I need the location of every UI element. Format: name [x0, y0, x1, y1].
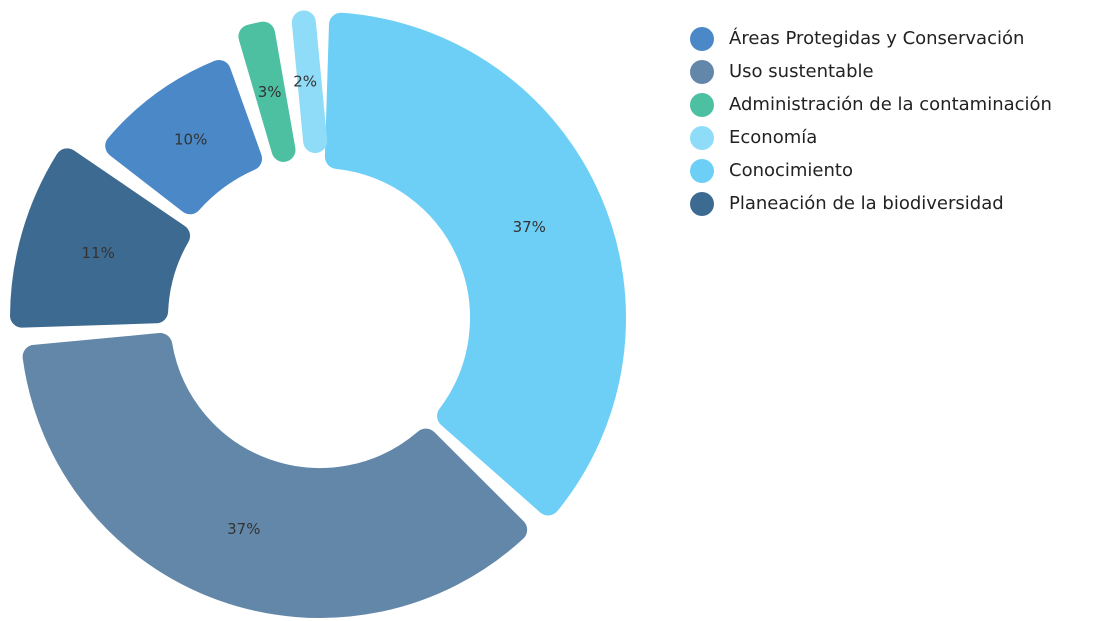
legend-swatch — [690, 27, 714, 51]
legend-swatch — [690, 60, 714, 84]
slice-label: 37% — [227, 520, 260, 538]
legend-swatch — [690, 159, 714, 183]
slice — [324, 12, 626, 516]
legend-label: Administración de la contaminación — [729, 94, 1052, 115]
slice — [291, 10, 328, 154]
slice — [238, 21, 296, 162]
slice-label: 3% — [258, 83, 282, 101]
legend-label: Planeación de la biodiversidad — [729, 193, 1004, 214]
legend-swatch — [690, 192, 714, 216]
slice-label: 37% — [513, 218, 546, 236]
slice-label: 10% — [174, 131, 207, 149]
slice — [105, 59, 263, 215]
legend-label: Economía — [729, 127, 817, 148]
legend-label: Conocimiento — [729, 160, 853, 181]
slice — [10, 148, 191, 328]
legend-swatch — [690, 93, 714, 117]
slice-label: 2% — [293, 72, 317, 90]
legend-label: Uso sustentable — [729, 61, 874, 82]
slice — [22, 333, 528, 618]
legend-label: Áreas Protegidas y Conservación — [729, 27, 1024, 49]
slice-label: 11% — [82, 244, 115, 262]
legend-swatch — [690, 126, 714, 150]
